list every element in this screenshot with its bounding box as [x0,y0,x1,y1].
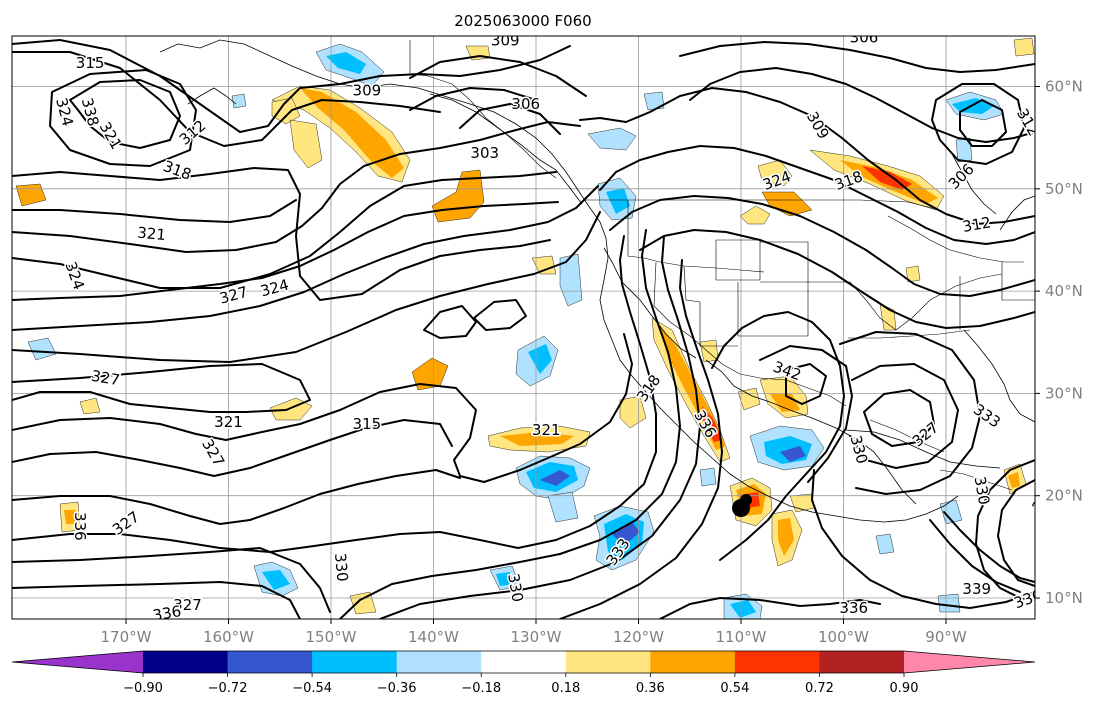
latitude-tick-label: 60°N [1045,78,1083,96]
contour-label: 321 [214,413,243,431]
colorbar-bin [481,651,567,673]
contour-label: 303 [470,144,499,162]
colorbar-tick-label: −0.36 [377,681,417,696]
contour-label: 336 [839,599,868,617]
colorbar-bin [227,651,313,673]
tropical-cyclone-marker-secondary [740,494,752,506]
contour-label: 315 [76,54,105,72]
longitude-axis: 170°W 160°W 150°W 140°W 130°W 120°W 110°W 100°W… [101,619,967,646]
latitude-tick-label: 20°N [1045,487,1083,505]
map-background [12,36,1035,619]
colorbar-tick-label: 0.36 [636,681,665,696]
latitude-axis: 60°N 50°N 40°N 30°N 20°N 10°N [1035,78,1083,607]
longitude-tick-label: 150°W [306,628,357,646]
contour-label: 336 [151,602,182,625]
longitude-tick-label: 130°W [511,628,562,646]
longitude-tick-label: 100°W [818,628,869,646]
longitude-tick-label: 160°W [203,628,254,646]
contour-label: 336 [71,512,89,541]
colorbar-extend-min [12,651,143,673]
contour-label: 309 [353,82,382,100]
colorbar-extend-max [904,651,1035,673]
longitude-tick-label: 140°W [408,628,459,646]
colorbar-tick-label: 0.54 [720,681,749,696]
latitude-tick-label: 40°N [1045,282,1083,300]
longitude-tick-label: 110°W [716,628,767,646]
contour-label: 306 [850,28,879,46]
colorbar: −0.90 −0.72 −0.54 −0.36 −0.18 0.18 0.36 0.54 0.7… [11,650,1036,696]
colorbar-bin [565,651,651,673]
contour-label: 330 [331,552,351,582]
positive-shading [15,37,1035,615]
contour-label: 339 [962,580,991,598]
longitude-tick-label: 170°W [101,628,152,646]
colorbar-tick-label: −0.54 [292,681,332,696]
contour-label: 321 [532,421,561,439]
contour-label: 327 [173,596,202,614]
colorbar-tick-label: 0.72 [805,681,834,696]
isentropic-contours [12,39,1035,619]
latitude-tick-label: 30°N [1045,384,1083,402]
contour-label: 321 [137,224,167,244]
contour-label: 306 [511,95,540,113]
contour-label: 315 [353,415,382,433]
colorbar-bin [143,651,229,673]
figure-title: 2025063000 F060 [454,12,591,30]
colorbar-bin [396,651,482,673]
latitude-tick-label: 10°N [1045,589,1083,607]
colorbar-bin [650,651,736,673]
colorbar-bin [734,651,820,673]
map-frame [11,35,1036,620]
colorbar-tick-label: 0.90 [890,681,919,696]
contour-label: 309 [491,31,520,49]
colorbar-tick-label: −0.18 [461,681,501,696]
political-borders [409,40,1035,491]
colorbar-tick-label: 0.18 [551,681,580,696]
colorbar-bin [819,651,905,673]
longitude-tick-label: 120°W [613,628,664,646]
colorbar-tick-label: −0.72 [208,681,248,696]
colorbar-tick-label: −0.90 [123,681,163,696]
coastlines [159,39,1035,523]
latitude-tick-label: 50°N [1045,180,1083,198]
colorbar-bin [312,651,398,673]
longitude-tick-label: 90°W [925,628,967,646]
